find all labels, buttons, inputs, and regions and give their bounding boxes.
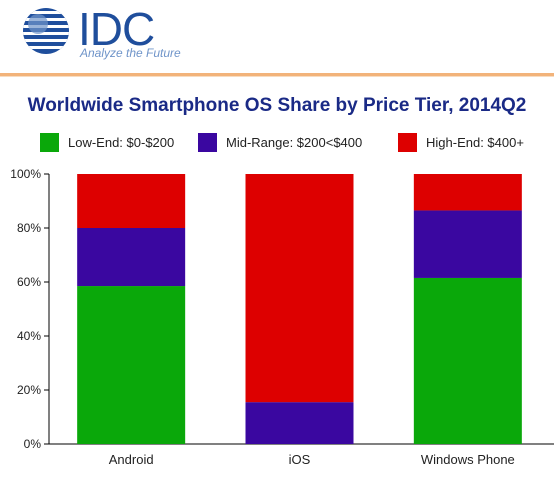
bar-segment-ios-1 <box>245 402 354 444</box>
bar-segment-windows-phone-1 <box>413 210 522 278</box>
legend-swatch-high-end <box>398 132 417 152</box>
y-tick-label: 0% <box>24 437 42 451</box>
chart-legend: Low-End: $0-$200 Mid-Range: $200<$400 Hi… <box>0 132 554 154</box>
brand-tagline: Analyze the Future <box>80 46 181 60</box>
bar-segment-android-0 <box>77 286 186 444</box>
bar-segment-android-1 <box>77 228 186 287</box>
y-tick-label: 40% <box>17 329 41 343</box>
legend-label-mid-range: Mid-Range: $200<$400 <box>226 134 363 150</box>
chart-title: Worldwide Smartphone OS Share by Price T… <box>27 95 527 116</box>
header: IDC Analyze the Future <box>0 0 554 72</box>
bar-segment-android-2 <box>77 174 186 228</box>
y-tick-label: 60% <box>17 275 41 289</box>
y-tick-label: 80% <box>17 221 41 235</box>
legend-item-high-end: High-End: $400+ <box>398 132 524 152</box>
legend-swatch-mid-range <box>198 132 217 152</box>
legend-label-high-end: High-End: $400+ <box>426 134 524 150</box>
x-category-label: iOS <box>289 452 311 467</box>
legend-label-low-end: Low-End: $0-$200 <box>68 134 175 150</box>
legend-swatch-low-end <box>40 132 59 152</box>
y-tick-label: 20% <box>17 383 41 397</box>
bar-segment-windows-phone-0 <box>413 277 522 444</box>
x-category-label: Windows Phone <box>421 452 515 467</box>
legend-item-low-end: Low-End: $0-$200 <box>40 132 174 152</box>
legend-item-mid-range: Mid-Range: $200<$400 <box>198 132 362 152</box>
x-category-label: Android <box>109 452 154 467</box>
header-divider-shadow <box>0 76 554 77</box>
y-tick-label: 100% <box>10 167 41 181</box>
brand-name: IDC <box>78 3 155 55</box>
idc-globe-logo-icon <box>23 8 69 54</box>
bar-segment-windows-phone-2 <box>413 174 522 211</box>
header-divider <box>0 73 554 76</box>
bar-segment-ios-2 <box>245 174 354 403</box>
